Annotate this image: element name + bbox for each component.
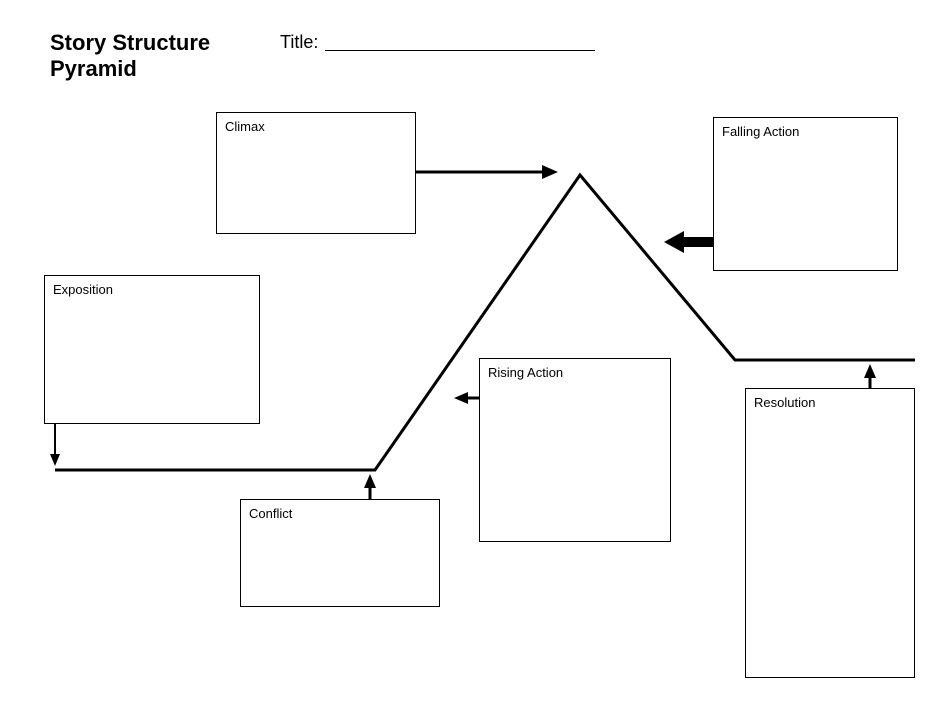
arrow-climax-to-peak-head bbox=[542, 165, 558, 179]
box-climax[interactable]: Climax bbox=[216, 112, 416, 234]
box-resolution-label: Resolution bbox=[754, 395, 815, 410]
box-exposition[interactable]: Exposition bbox=[44, 275, 260, 424]
page-heading: Story Structure Pyramid bbox=[50, 30, 210, 82]
arrow-conflict-to-base-head bbox=[364, 474, 376, 488]
box-resolution[interactable]: Resolution bbox=[745, 388, 915, 678]
arrow-resolution-to-plateau-head bbox=[864, 364, 876, 378]
box-rising-action-label: Rising Action bbox=[488, 365, 563, 380]
arrow-falling-to-slope-head bbox=[664, 231, 684, 253]
box-climax-label: Climax bbox=[225, 119, 265, 134]
title-input-line[interactable] bbox=[325, 50, 595, 51]
box-conflict-label: Conflict bbox=[249, 506, 292, 521]
box-falling-action[interactable]: Falling Action bbox=[713, 117, 898, 271]
box-conflict[interactable]: Conflict bbox=[240, 499, 440, 607]
arrow-rising-to-slope-head bbox=[454, 392, 468, 404]
heading-line2: Pyramid bbox=[50, 56, 210, 82]
arrow-exposition-to-base-head bbox=[50, 454, 60, 466]
heading-line1: Story Structure bbox=[50, 30, 210, 56]
box-rising-action[interactable]: Rising Action bbox=[479, 358, 671, 542]
title-label: Title: bbox=[280, 32, 318, 53]
box-falling-action-label: Falling Action bbox=[722, 124, 799, 139]
box-exposition-label: Exposition bbox=[53, 282, 113, 297]
